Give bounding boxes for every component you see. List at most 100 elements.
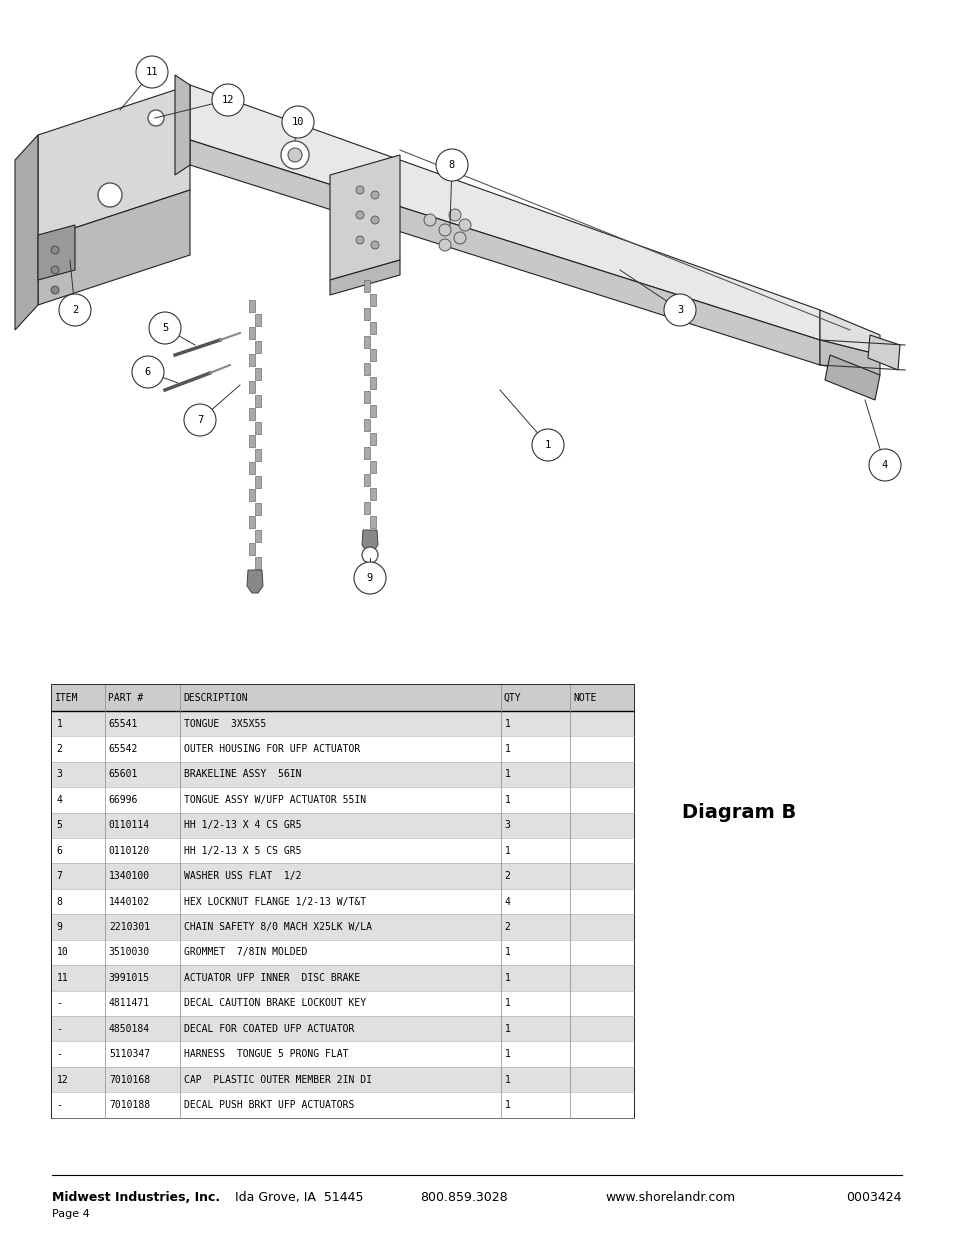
Text: 3: 3 — [56, 769, 62, 779]
Polygon shape — [249, 327, 254, 338]
Circle shape — [288, 148, 302, 162]
Circle shape — [868, 450, 900, 480]
Polygon shape — [364, 336, 370, 347]
Polygon shape — [361, 530, 377, 552]
Polygon shape — [364, 503, 370, 514]
Text: 2: 2 — [504, 871, 510, 881]
Polygon shape — [15, 135, 38, 330]
Text: 7010188: 7010188 — [109, 1100, 150, 1110]
Text: 1: 1 — [504, 1049, 510, 1060]
Text: 6: 6 — [56, 846, 62, 856]
Text: GROMMET  7/8IN MOLDED: GROMMET 7/8IN MOLDED — [184, 947, 308, 957]
Polygon shape — [364, 308, 370, 320]
Polygon shape — [38, 225, 75, 280]
Bar — [52, 762, 634, 787]
Text: OUTER HOUSING FOR UFP ACTUATOR: OUTER HOUSING FOR UFP ACTUATOR — [184, 743, 360, 755]
Text: QTY: QTY — [503, 693, 520, 703]
Text: 3: 3 — [677, 305, 682, 315]
Bar — [52, 711, 634, 736]
Polygon shape — [254, 530, 261, 541]
Text: 5: 5 — [162, 324, 168, 333]
Text: 1: 1 — [504, 947, 510, 957]
Text: HARNESS  TONGUE 5 PRONG FLAT: HARNESS TONGUE 5 PRONG FLAT — [184, 1049, 349, 1060]
Polygon shape — [364, 447, 370, 458]
Text: 65541: 65541 — [109, 719, 138, 729]
Circle shape — [449, 209, 460, 221]
Bar — [52, 1092, 634, 1118]
Text: 0110114: 0110114 — [109, 820, 150, 830]
Polygon shape — [364, 280, 370, 291]
Polygon shape — [820, 340, 879, 375]
Text: 6: 6 — [145, 367, 151, 377]
Text: 4: 4 — [56, 795, 62, 805]
Text: 7: 7 — [56, 871, 62, 881]
Circle shape — [59, 294, 91, 326]
Text: 1440102: 1440102 — [109, 897, 150, 906]
Polygon shape — [254, 368, 261, 379]
Text: 65601: 65601 — [109, 769, 138, 779]
Circle shape — [355, 211, 364, 219]
Text: 1: 1 — [504, 1100, 510, 1110]
Text: 1340100: 1340100 — [109, 871, 150, 881]
Text: 1: 1 — [504, 1074, 510, 1084]
Circle shape — [149, 312, 181, 345]
Polygon shape — [247, 571, 263, 593]
Polygon shape — [370, 377, 375, 389]
Circle shape — [361, 547, 377, 563]
Polygon shape — [249, 516, 254, 529]
Bar — [52, 1067, 634, 1092]
Circle shape — [532, 429, 563, 461]
Polygon shape — [364, 474, 370, 487]
Bar — [52, 863, 634, 889]
Polygon shape — [254, 475, 261, 488]
Text: 11: 11 — [146, 67, 158, 77]
Bar — [52, 685, 634, 711]
Text: 1: 1 — [504, 998, 510, 1008]
Text: 800.859.3028: 800.859.3028 — [419, 1191, 507, 1204]
Text: 2: 2 — [71, 305, 78, 315]
Bar — [52, 787, 634, 813]
Text: 3991015: 3991015 — [109, 973, 150, 983]
Text: TONGUE ASSY W/UFP ACTUATOR 55IN: TONGUE ASSY W/UFP ACTUATOR 55IN — [184, 795, 366, 805]
Circle shape — [355, 186, 364, 194]
Text: 7: 7 — [196, 415, 203, 425]
Text: 12: 12 — [56, 1074, 69, 1084]
Text: 1: 1 — [504, 795, 510, 805]
Polygon shape — [254, 341, 261, 352]
Text: DESCRIPTION: DESCRIPTION — [183, 693, 248, 703]
Polygon shape — [254, 421, 261, 433]
Circle shape — [282, 106, 314, 138]
Polygon shape — [254, 503, 261, 515]
Text: 1: 1 — [504, 1024, 510, 1034]
Polygon shape — [370, 294, 375, 306]
Polygon shape — [38, 190, 190, 305]
Circle shape — [371, 241, 378, 249]
Circle shape — [663, 294, 696, 326]
Text: BRAKELINE ASSY  56IN: BRAKELINE ASSY 56IN — [184, 769, 302, 779]
Text: 0003424: 0003424 — [845, 1191, 901, 1204]
Circle shape — [423, 214, 436, 226]
Polygon shape — [820, 310, 879, 354]
Text: 2: 2 — [504, 923, 510, 932]
Text: CHAIN SAFETY 8/0 MACH X25LK W/LA: CHAIN SAFETY 8/0 MACH X25LK W/LA — [184, 923, 372, 932]
Bar — [52, 990, 634, 1016]
Circle shape — [148, 110, 164, 126]
Text: DECAL FOR COATED UFP ACTUATOR: DECAL FOR COATED UFP ACTUATOR — [184, 1024, 355, 1034]
Text: 4850184: 4850184 — [109, 1024, 150, 1034]
Text: Diagram B: Diagram B — [681, 803, 796, 823]
Circle shape — [438, 240, 451, 251]
Polygon shape — [174, 75, 190, 175]
Polygon shape — [190, 85, 820, 340]
Polygon shape — [370, 350, 375, 362]
Polygon shape — [370, 488, 375, 500]
Polygon shape — [254, 314, 261, 326]
Circle shape — [371, 216, 378, 224]
Polygon shape — [249, 382, 254, 393]
Text: 8: 8 — [56, 897, 62, 906]
Text: 9: 9 — [367, 573, 373, 583]
Text: DECAL PUSH BRKT UFP ACTUATORS: DECAL PUSH BRKT UFP ACTUATORS — [184, 1100, 355, 1110]
Polygon shape — [249, 543, 254, 555]
Bar — [52, 914, 634, 940]
Polygon shape — [370, 461, 375, 473]
Circle shape — [281, 141, 309, 169]
